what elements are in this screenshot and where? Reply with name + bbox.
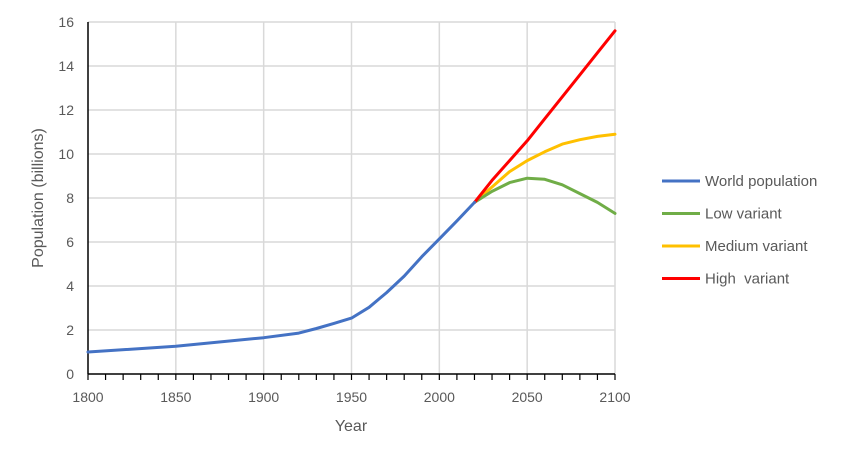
- legend-label: World population: [705, 173, 817, 190]
- x-tick-label: 1850: [160, 389, 191, 405]
- y-tick-label: 4: [66, 278, 74, 294]
- y-axis-label: Population (billions): [30, 128, 47, 268]
- series-line-world-population: [86, 200, 476, 354]
- legend-label: Medium variant: [705, 238, 808, 255]
- series-line-high-variant: [473, 29, 617, 204]
- x-axis-label: Year: [335, 418, 368, 435]
- series-lines: [86, 29, 617, 354]
- x-tick-label: 1800: [72, 389, 103, 405]
- x-tick-label: 1900: [248, 389, 279, 405]
- y-tick-label: 16: [58, 14, 74, 30]
- y-tick-label: 10: [58, 146, 74, 162]
- axes: 0 2 4 6 8 10 12 14 16 1800 1850 1900 1950 2000 2050 210…: [58, 14, 630, 405]
- y-tick-label: 12: [58, 102, 74, 118]
- y-tick-label: 0: [66, 366, 74, 382]
- series-line-low-variant: [473, 176, 617, 215]
- gridlines: [88, 21, 616, 374]
- y-tick-label: 8: [66, 190, 74, 206]
- legend-label: Low variant: [705, 206, 783, 223]
- series-line-medium-variant: [473, 132, 617, 204]
- x-tick-label: 2100: [599, 389, 630, 405]
- x-tick-label: 2050: [512, 389, 543, 405]
- y-tick-label: 14: [58, 58, 74, 74]
- legend: World population Low variant Medium varian…: [662, 173, 817, 288]
- x-tick-label: 2000: [424, 389, 455, 405]
- legend-label: High variant: [705, 271, 790, 288]
- y-tick-label: 6: [66, 234, 74, 250]
- y-tick-label: 2: [66, 322, 74, 338]
- x-tick-label: 1950: [336, 389, 367, 405]
